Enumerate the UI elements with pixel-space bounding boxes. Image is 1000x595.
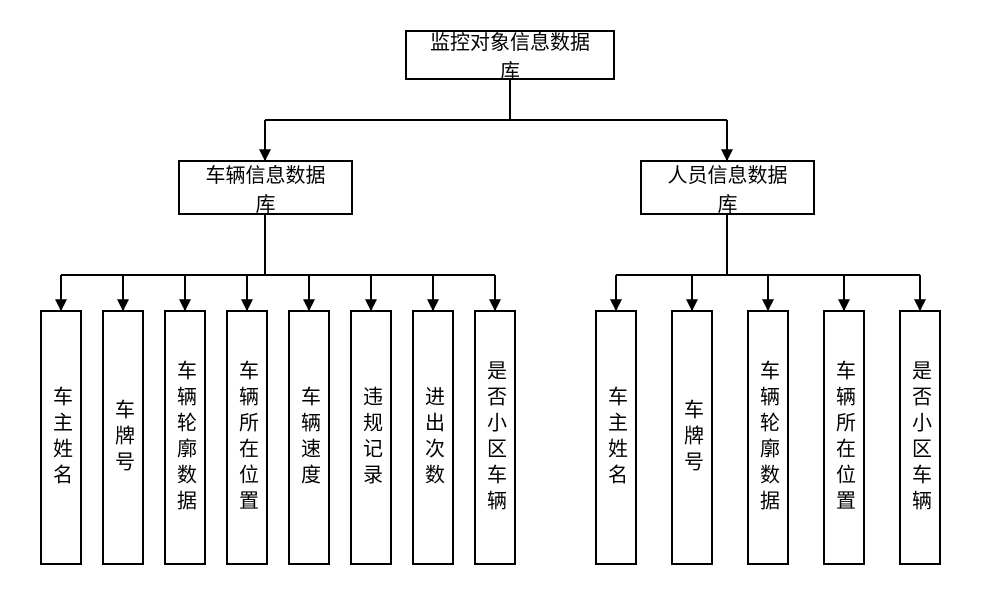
leaf-r-location: 车辆所在位置	[823, 310, 865, 565]
leaf-r-owner-name: 车主姓名	[595, 310, 637, 565]
person-db-node: 人员信息数据库	[640, 160, 815, 215]
leaf-owner-name: 车主姓名	[40, 310, 82, 565]
leaf-speed: 车辆速度	[288, 310, 330, 565]
leaf-is-community: 是否小区车辆	[474, 310, 516, 565]
leaf-r-is-community: 是否小区车辆	[899, 310, 941, 565]
leaf-plate-number: 车牌号	[102, 310, 144, 565]
vehicle-db-node: 车辆信息数据库	[178, 160, 353, 215]
root-node: 监控对象信息数据库	[405, 30, 615, 80]
leaf-r-outline-data: 车辆轮廓数据	[747, 310, 789, 565]
leaf-violation: 违规记录	[350, 310, 392, 565]
leaf-outline-data: 车辆轮廓数据	[164, 310, 206, 565]
leaf-r-plate-number: 车牌号	[671, 310, 713, 565]
leaf-inout-count: 进出次数	[412, 310, 454, 565]
leaf-location: 车辆所在位置	[226, 310, 268, 565]
